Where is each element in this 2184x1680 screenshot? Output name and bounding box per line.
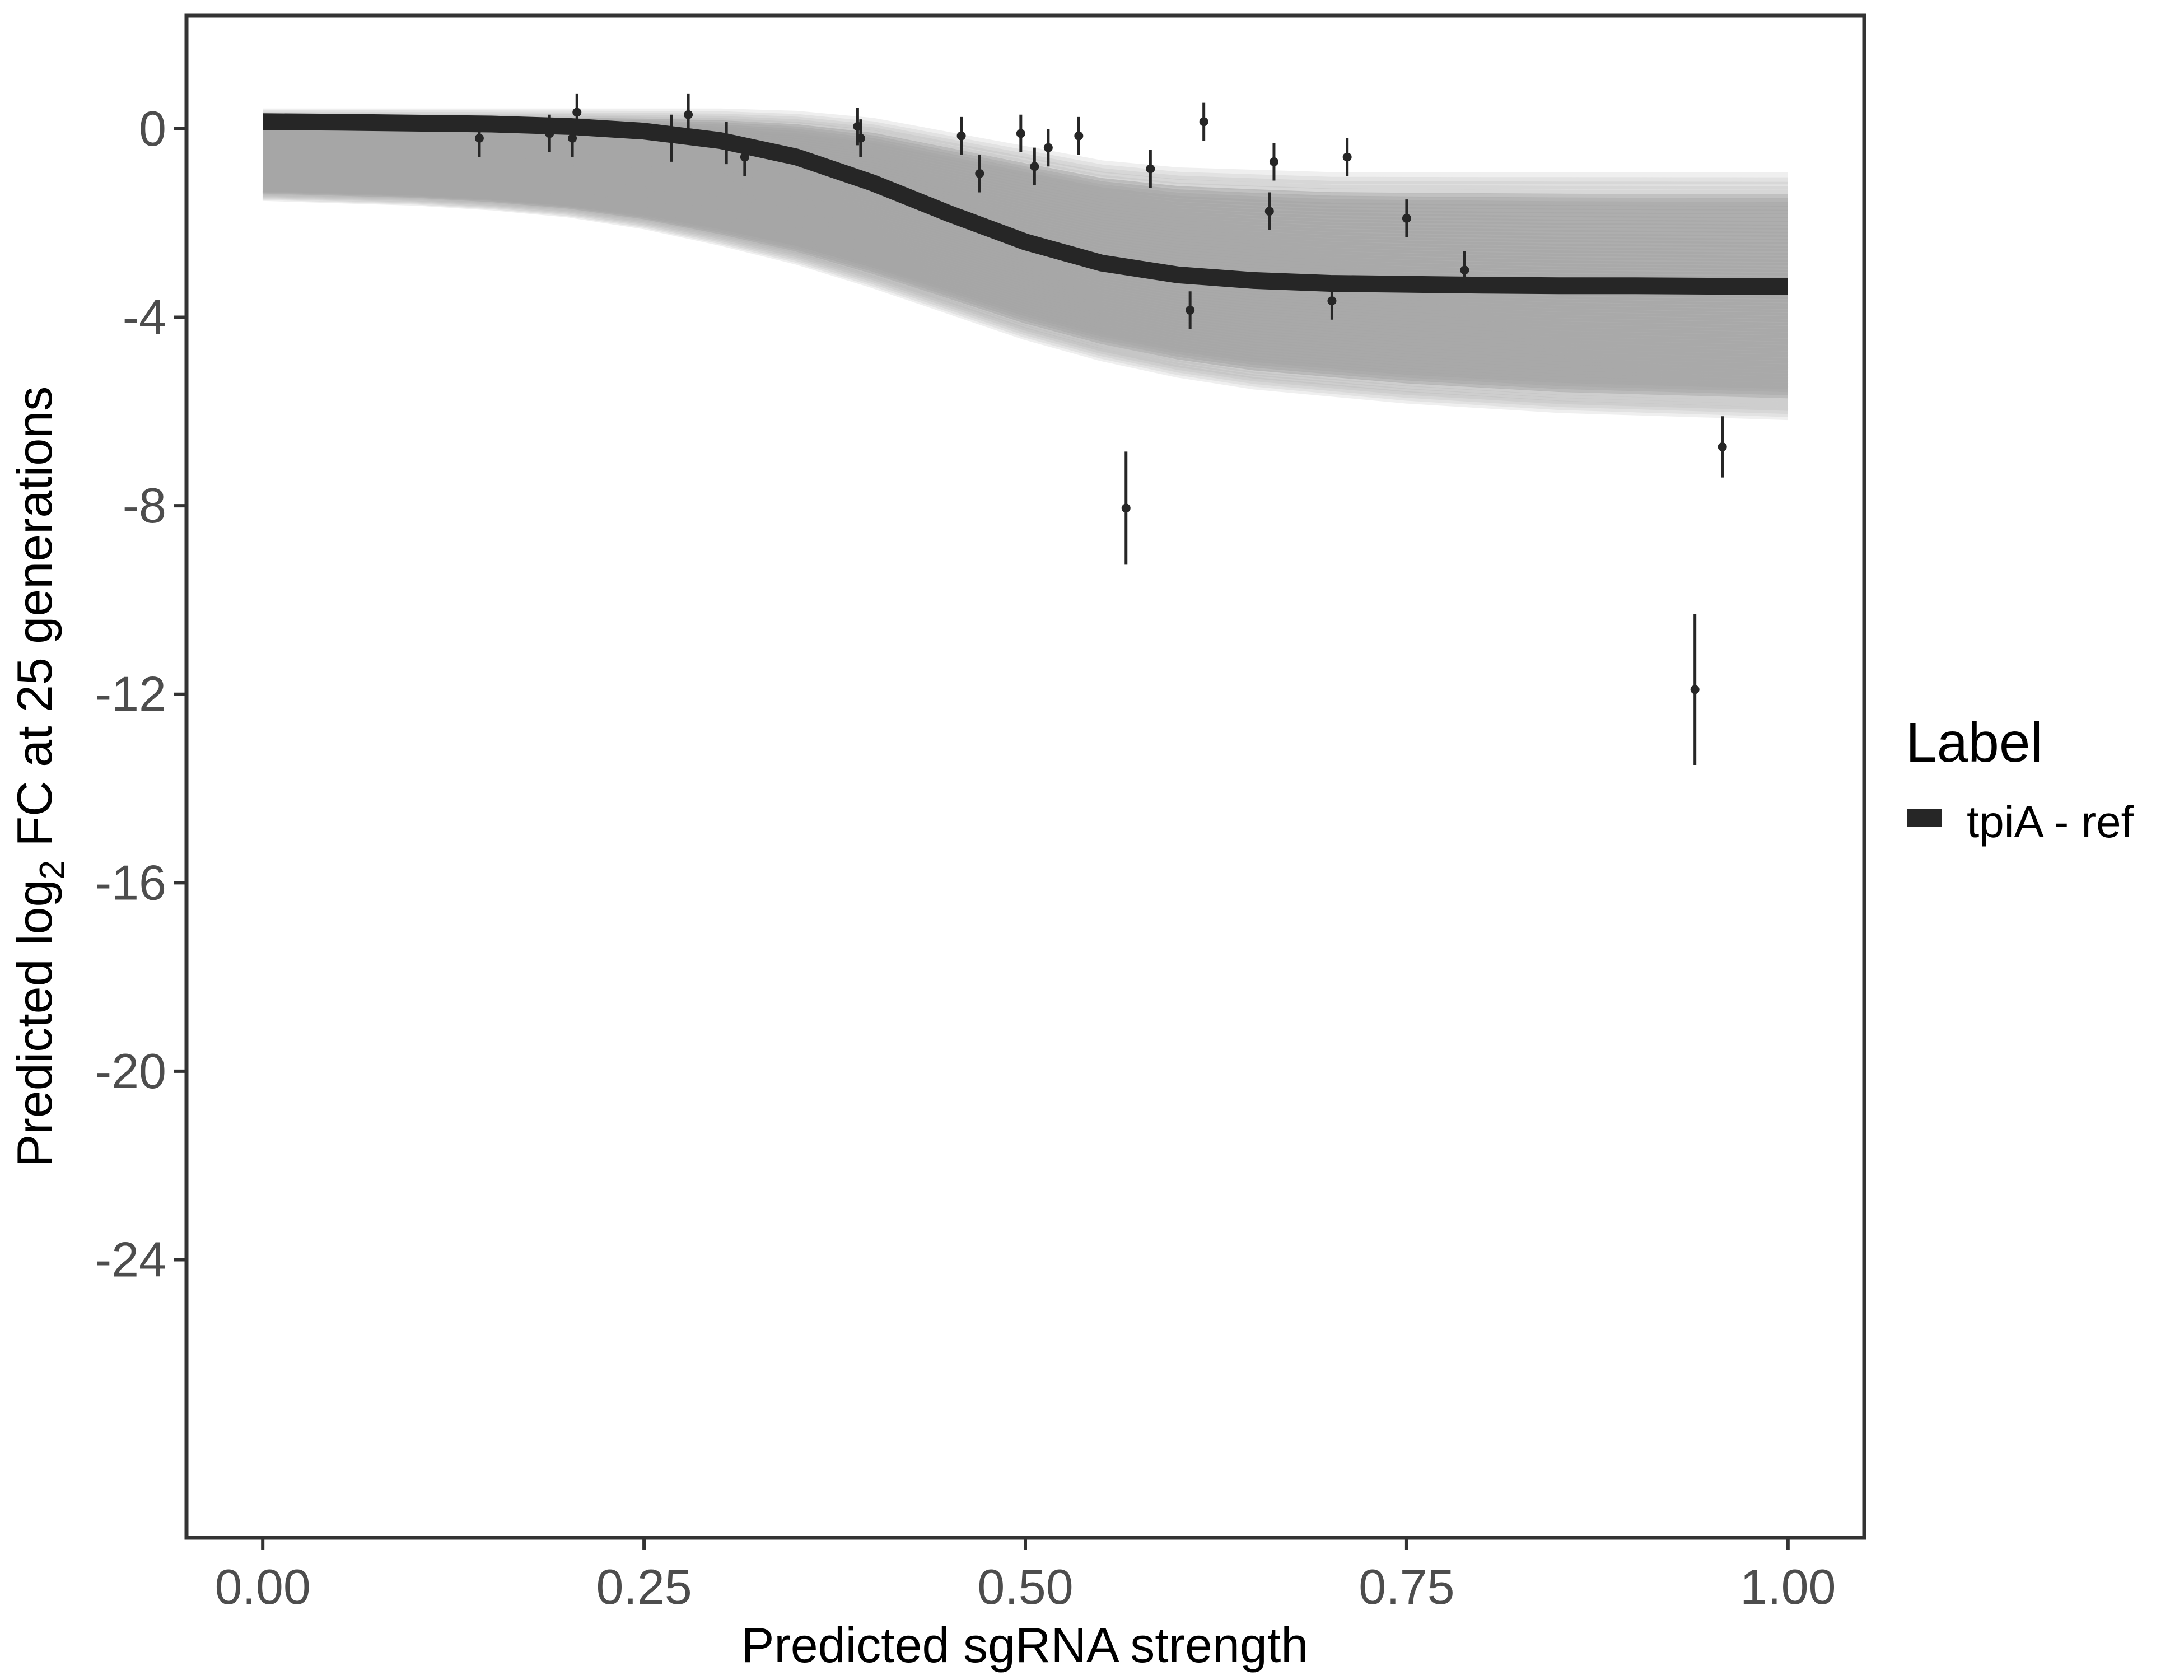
data-point — [1074, 116, 1084, 155]
point-marker — [1199, 117, 1208, 127]
y-tick-label: -16 — [95, 855, 166, 910]
posterior-curve — [262, 182, 1789, 402]
data-point — [975, 155, 984, 193]
posterior-curve — [262, 188, 1789, 421]
y-axis-title: Predicted log2 FC at 25 generations — [7, 386, 72, 1167]
data-point — [956, 116, 966, 155]
posterior-curve — [262, 181, 1789, 399]
point-marker — [667, 133, 676, 143]
data-point — [722, 122, 731, 165]
posterior-curve — [262, 183, 1789, 405]
point-marker — [1121, 503, 1131, 513]
x-tick-label: 1.00 — [1740, 1559, 1836, 1614]
point-marker — [572, 108, 582, 117]
data-point — [1327, 282, 1337, 320]
data-point — [667, 114, 676, 162]
point-marker — [1402, 213, 1411, 223]
data-point — [1186, 291, 1195, 329]
point-marker — [975, 169, 984, 178]
data-point — [568, 119, 577, 157]
point-marker — [684, 110, 693, 119]
data-point — [1269, 143, 1278, 181]
point-marker — [1460, 265, 1469, 275]
posterior-curve — [262, 186, 1789, 414]
data-point — [1402, 199, 1411, 237]
data-point — [572, 93, 582, 134]
y-tick-label: 0 — [139, 101, 166, 156]
point-marker — [1690, 685, 1700, 694]
y-tick-label: -20 — [95, 1043, 166, 1099]
legend-label-tpia-ref: tpiA - ref — [1967, 797, 2134, 847]
data-point — [1030, 147, 1039, 185]
data-point — [1121, 451, 1131, 565]
data-point — [740, 138, 749, 176]
y-tick-label: -4 — [123, 290, 166, 345]
point-marker — [1269, 157, 1278, 166]
data-point — [474, 119, 484, 157]
point-marker — [956, 131, 966, 141]
x-tick-label: 0.25 — [596, 1559, 692, 1614]
point-marker — [545, 129, 554, 138]
x-tick-label: 0.75 — [1359, 1559, 1454, 1614]
x-tick-label: 0.00 — [215, 1559, 311, 1614]
data-point — [1043, 128, 1053, 167]
posterior-curve — [263, 108, 1788, 185]
y-tick-label: -12 — [95, 666, 166, 722]
data-point — [1146, 150, 1155, 188]
point-marker — [1327, 296, 1337, 306]
point-marker — [1043, 143, 1053, 152]
point-marker — [474, 133, 484, 143]
y-tick-label: -24 — [95, 1232, 166, 1287]
y-axis-title-suffix: FC at 25 generations — [7, 386, 62, 860]
point-marker — [1030, 162, 1039, 171]
data-point — [1199, 102, 1208, 141]
fit-curve-tpia-ref — [263, 113, 1788, 295]
legend-title: Label — [1906, 711, 2043, 774]
data-point — [684, 93, 693, 136]
x-axis: 0.00 0.25 0.50 0.75 1.00 — [215, 1538, 1836, 1614]
posterior-curve — [262, 184, 1789, 408]
posterior-curve — [262, 187, 1789, 417]
point-marker — [1264, 207, 1274, 216]
data-point — [1264, 192, 1274, 230]
point-marker — [1342, 152, 1352, 162]
fit-curve-layer — [263, 113, 1788, 295]
data-point — [1690, 614, 1700, 765]
legend: Label tpiA - ref — [1906, 711, 2134, 847]
x-tick-label: 0.50 — [977, 1559, 1073, 1614]
point-marker — [1016, 129, 1025, 138]
data-point — [856, 119, 865, 157]
data-points-layer — [474, 93, 1727, 765]
data-point — [1016, 114, 1025, 153]
data-point — [545, 114, 554, 153]
point-marker — [740, 152, 749, 162]
y-tick-label: -8 — [123, 478, 166, 533]
y-axis-title-prefix: Predicted log — [7, 880, 62, 1168]
posterior-curve — [262, 185, 1789, 411]
y-axis: 0 -4 -8 -12 -16 -20 -24 — [95, 101, 186, 1287]
point-marker — [1186, 305, 1195, 315]
legend-key-tpia-ref — [1907, 809, 1942, 827]
point-marker — [722, 138, 731, 148]
point-marker — [1718, 442, 1727, 451]
point-marker — [1146, 164, 1155, 174]
y-axis-title-subscript: 2 — [33, 860, 72, 879]
point-marker — [1074, 131, 1084, 141]
data-point — [1718, 416, 1727, 478]
point-marker — [568, 133, 577, 143]
x-axis-title: Predicted sgRNA strength — [741, 1617, 1309, 1673]
data-point — [1460, 251, 1469, 290]
data-point — [1342, 138, 1352, 176]
point-marker — [856, 133, 865, 143]
